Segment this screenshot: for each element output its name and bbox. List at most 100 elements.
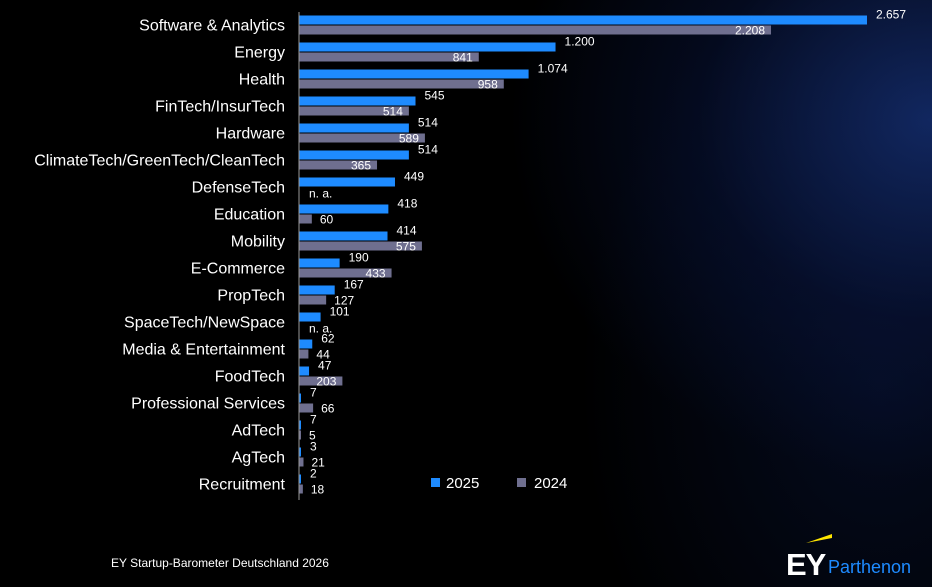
category-label: Software & Analytics — [139, 18, 285, 35]
category-label: DefenseTech — [192, 180, 285, 197]
bar-2025 — [299, 204, 389, 214]
ey-parthenon-logo: EY Parthenon — [786, 533, 926, 582]
data-label-2025: 545 — [425, 89, 445, 103]
bar-2024 — [299, 25, 772, 35]
bar-2025 — [299, 42, 556, 52]
bar-2025 — [299, 231, 388, 241]
category-label: FinTech/InsurTech — [155, 99, 285, 116]
ey-beam-icon — [806, 534, 832, 543]
data-label-2024: 44 — [316, 348, 330, 362]
category-label: Media & Entertainment — [122, 342, 285, 359]
category-label: FoodTech — [215, 369, 285, 386]
data-label-2025: 101 — [330, 305, 350, 319]
data-label-2024: 841 — [453, 51, 473, 65]
bar-2025 — [299, 258, 340, 268]
data-label-2025: 1.074 — [538, 62, 568, 76]
data-label-2024: 589 — [399, 132, 419, 146]
bar-2024 — [299, 241, 422, 251]
data-label-2024: 66 — [321, 402, 335, 416]
category-label: PropTech — [217, 288, 285, 305]
data-label-2025: 514 — [418, 116, 438, 130]
data-label-2025: 414 — [397, 224, 417, 238]
logo-name: Parthenon — [828, 557, 912, 577]
data-label-2024: 2.208 — [735, 24, 765, 38]
data-label-2024: 18 — [311, 483, 325, 497]
legend-label-2024: 2024 — [534, 475, 567, 492]
data-label-2025: 2 — [310, 467, 317, 481]
category-label: E-Commerce — [191, 261, 285, 278]
data-label-2024: 365 — [351, 159, 371, 173]
bar-2025 — [299, 339, 313, 349]
bar-2024 — [299, 430, 301, 440]
legend-swatch-2024 — [517, 478, 526, 487]
category-label: Hardware — [216, 126, 285, 143]
data-label-2024: 203 — [316, 375, 336, 389]
data-label-2024: 575 — [396, 240, 416, 254]
bar-2025 — [299, 312, 321, 322]
data-label-2025: 7 — [310, 413, 317, 427]
data-label-2024: 433 — [366, 267, 386, 281]
category-label: SpaceTech/NewSpace — [124, 315, 285, 332]
bar-2025 — [299, 285, 335, 295]
data-label-2024: 21 — [311, 456, 325, 470]
bar-2025 — [299, 96, 416, 106]
data-label-2025: 449 — [404, 170, 424, 184]
bar-2025 — [299, 177, 395, 187]
bar-2025 — [299, 150, 409, 160]
category-label: ClimateTech/GreenTech/CleanTech — [34, 153, 285, 170]
data-label-2025: 514 — [418, 143, 438, 157]
category-label: Energy — [234, 45, 285, 62]
bar-2024 — [299, 79, 504, 89]
data-label-2024: 5 — [309, 429, 316, 443]
bar-2024 — [299, 457, 304, 467]
bar-2024 — [299, 349, 309, 359]
data-label-2025: 47 — [318, 359, 332, 373]
legend-label-2025: 2025 — [446, 475, 479, 492]
data-label-2025: 3 — [310, 440, 317, 454]
bar-2025 — [299, 15, 867, 25]
bar-2025 — [299, 366, 310, 376]
category-label: Mobility — [231, 234, 285, 251]
category-label: AdTech — [232, 423, 285, 440]
bar-2024 — [299, 160, 378, 170]
data-label-2024: 60 — [320, 213, 334, 227]
bar-2024 — [299, 484, 303, 494]
bar-2025 — [299, 393, 301, 403]
bar-2025 — [299, 474, 301, 484]
category-label: Recruitment — [199, 477, 286, 494]
category-label: Health — [239, 72, 285, 89]
bar-2024 — [299, 403, 314, 413]
legend-swatch-2025 — [431, 478, 440, 487]
data-label-2025: 190 — [349, 251, 369, 265]
bar-2025 — [299, 69, 529, 79]
bar-2025 — [299, 420, 301, 430]
category-label: Professional Services — [131, 396, 285, 413]
data-label-2024: 127 — [334, 294, 354, 308]
data-label-2025: 62 — [321, 332, 335, 346]
legend: 2025 2024 — [431, 475, 567, 492]
data-label-2025: 2.657 — [876, 8, 906, 22]
data-label-2024: 514 — [383, 105, 403, 119]
category-label: AgTech — [232, 450, 285, 467]
bar-2024 — [299, 376, 343, 386]
data-label-2024: n. a. — [309, 322, 332, 336]
bar-2024 — [299, 52, 479, 62]
data-label-2025: 7 — [310, 386, 317, 400]
bar-2024 — [299, 268, 392, 278]
data-label-2025: 167 — [344, 278, 364, 292]
data-label-2025: 418 — [397, 197, 417, 211]
source-footnote: EY Startup-Barometer Deutschland 2026 — [111, 556, 329, 570]
bar-2025 — [299, 447, 301, 457]
bar-2024 — [299, 214, 312, 224]
data-label-2024: 958 — [478, 78, 498, 92]
logo-brand: EY — [786, 547, 826, 582]
data-label-2024: n. a. — [309, 187, 332, 201]
category-label: Education — [214, 207, 285, 224]
bar-2025 — [299, 123, 409, 133]
bar-2024 — [299, 295, 327, 305]
data-label-2025: 1.200 — [565, 35, 595, 49]
bar-2024 — [299, 106, 409, 116]
bar-2024 — [299, 133, 425, 143]
